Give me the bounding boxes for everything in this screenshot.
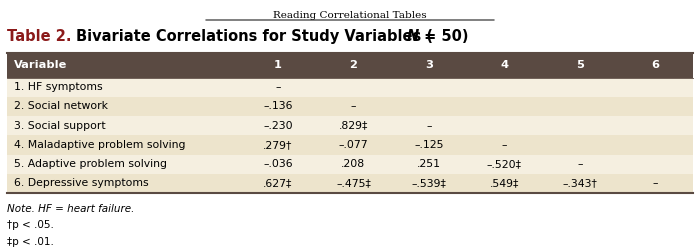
FancyBboxPatch shape [467, 155, 542, 174]
FancyBboxPatch shape [391, 116, 467, 135]
FancyBboxPatch shape [240, 78, 316, 97]
FancyBboxPatch shape [316, 116, 391, 135]
Text: –: – [426, 121, 432, 131]
FancyBboxPatch shape [391, 78, 467, 97]
Text: .251: .251 [417, 159, 441, 169]
FancyBboxPatch shape [316, 174, 391, 193]
FancyBboxPatch shape [391, 155, 467, 174]
FancyBboxPatch shape [542, 78, 617, 97]
Text: Bivariate Correlations for Study Variables (: Bivariate Correlations for Study Variabl… [76, 29, 433, 44]
Text: Variable: Variable [14, 60, 67, 70]
FancyBboxPatch shape [542, 155, 617, 174]
Text: 2. Social network: 2. Social network [14, 102, 108, 111]
Text: 6: 6 [651, 60, 659, 70]
Text: 6. Depressive symptoms: 6. Depressive symptoms [14, 178, 148, 188]
FancyBboxPatch shape [7, 97, 240, 116]
Text: –.343†: –.343† [562, 178, 597, 188]
FancyBboxPatch shape [467, 116, 542, 135]
FancyBboxPatch shape [316, 155, 391, 174]
FancyBboxPatch shape [467, 135, 542, 155]
FancyBboxPatch shape [617, 174, 693, 193]
Text: –.036: –.036 [263, 159, 293, 169]
FancyBboxPatch shape [316, 78, 391, 97]
FancyBboxPatch shape [7, 135, 240, 155]
FancyBboxPatch shape [542, 53, 617, 78]
FancyBboxPatch shape [7, 116, 240, 135]
FancyBboxPatch shape [7, 155, 240, 174]
Text: 4: 4 [500, 60, 508, 70]
Text: 1: 1 [274, 60, 282, 70]
FancyBboxPatch shape [7, 78, 240, 97]
Text: –.125: –.125 [414, 140, 444, 150]
Text: 4. Maladaptive problem solving: 4. Maladaptive problem solving [14, 140, 186, 150]
FancyBboxPatch shape [542, 135, 617, 155]
FancyBboxPatch shape [617, 78, 693, 97]
Text: .549‡: .549‡ [490, 178, 519, 188]
Text: –: – [577, 159, 582, 169]
Text: –.077: –.077 [339, 140, 368, 150]
Text: 5. Adaptive problem solving: 5. Adaptive problem solving [14, 159, 167, 169]
Text: 3: 3 [425, 60, 433, 70]
Text: ‡p < .01.: ‡p < .01. [7, 237, 54, 247]
FancyBboxPatch shape [467, 97, 542, 116]
FancyBboxPatch shape [391, 174, 467, 193]
Text: –: – [652, 178, 658, 188]
FancyBboxPatch shape [467, 53, 542, 78]
FancyBboxPatch shape [391, 97, 467, 116]
FancyBboxPatch shape [542, 116, 617, 135]
Text: N: N [407, 29, 419, 44]
Text: 2: 2 [349, 60, 358, 70]
Text: 5: 5 [576, 60, 584, 70]
Text: –.520‡: –.520‡ [486, 159, 522, 169]
Text: –.136: –.136 [263, 102, 293, 111]
FancyBboxPatch shape [316, 97, 391, 116]
Text: .279†: .279† [263, 140, 293, 150]
FancyBboxPatch shape [542, 174, 617, 193]
Text: –.230: –.230 [263, 121, 293, 131]
FancyBboxPatch shape [542, 97, 617, 116]
Text: = 50): = 50) [419, 29, 468, 44]
Text: Table 2.: Table 2. [7, 29, 71, 44]
FancyBboxPatch shape [467, 174, 542, 193]
FancyBboxPatch shape [240, 116, 316, 135]
Text: –: – [351, 102, 356, 111]
FancyBboxPatch shape [617, 97, 693, 116]
FancyBboxPatch shape [391, 135, 467, 155]
FancyBboxPatch shape [617, 53, 693, 78]
Text: –: – [502, 140, 507, 150]
FancyBboxPatch shape [391, 53, 467, 78]
FancyBboxPatch shape [467, 78, 542, 97]
Text: †p < .05.: †p < .05. [7, 221, 54, 230]
Text: 1. HF symptoms: 1. HF symptoms [14, 82, 102, 92]
FancyBboxPatch shape [316, 135, 391, 155]
FancyBboxPatch shape [7, 174, 240, 193]
Text: .208: .208 [342, 159, 365, 169]
Text: .627‡: .627‡ [263, 178, 293, 188]
FancyBboxPatch shape [7, 53, 240, 78]
FancyBboxPatch shape [316, 53, 391, 78]
Text: –.475‡: –.475‡ [336, 178, 371, 188]
FancyBboxPatch shape [240, 135, 316, 155]
FancyBboxPatch shape [240, 174, 316, 193]
FancyBboxPatch shape [617, 135, 693, 155]
FancyBboxPatch shape [240, 97, 316, 116]
Text: .829‡: .829‡ [339, 121, 368, 131]
Text: 3. Social support: 3. Social support [14, 121, 106, 131]
Text: Reading Correlational Tables: Reading Correlational Tables [273, 11, 427, 20]
Text: Note. HF = heart failure.: Note. HF = heart failure. [7, 204, 134, 213]
Text: –.539‡: –.539‡ [412, 178, 447, 188]
FancyBboxPatch shape [240, 155, 316, 174]
FancyBboxPatch shape [617, 116, 693, 135]
FancyBboxPatch shape [240, 53, 316, 78]
FancyBboxPatch shape [617, 155, 693, 174]
Text: –: – [275, 82, 281, 92]
